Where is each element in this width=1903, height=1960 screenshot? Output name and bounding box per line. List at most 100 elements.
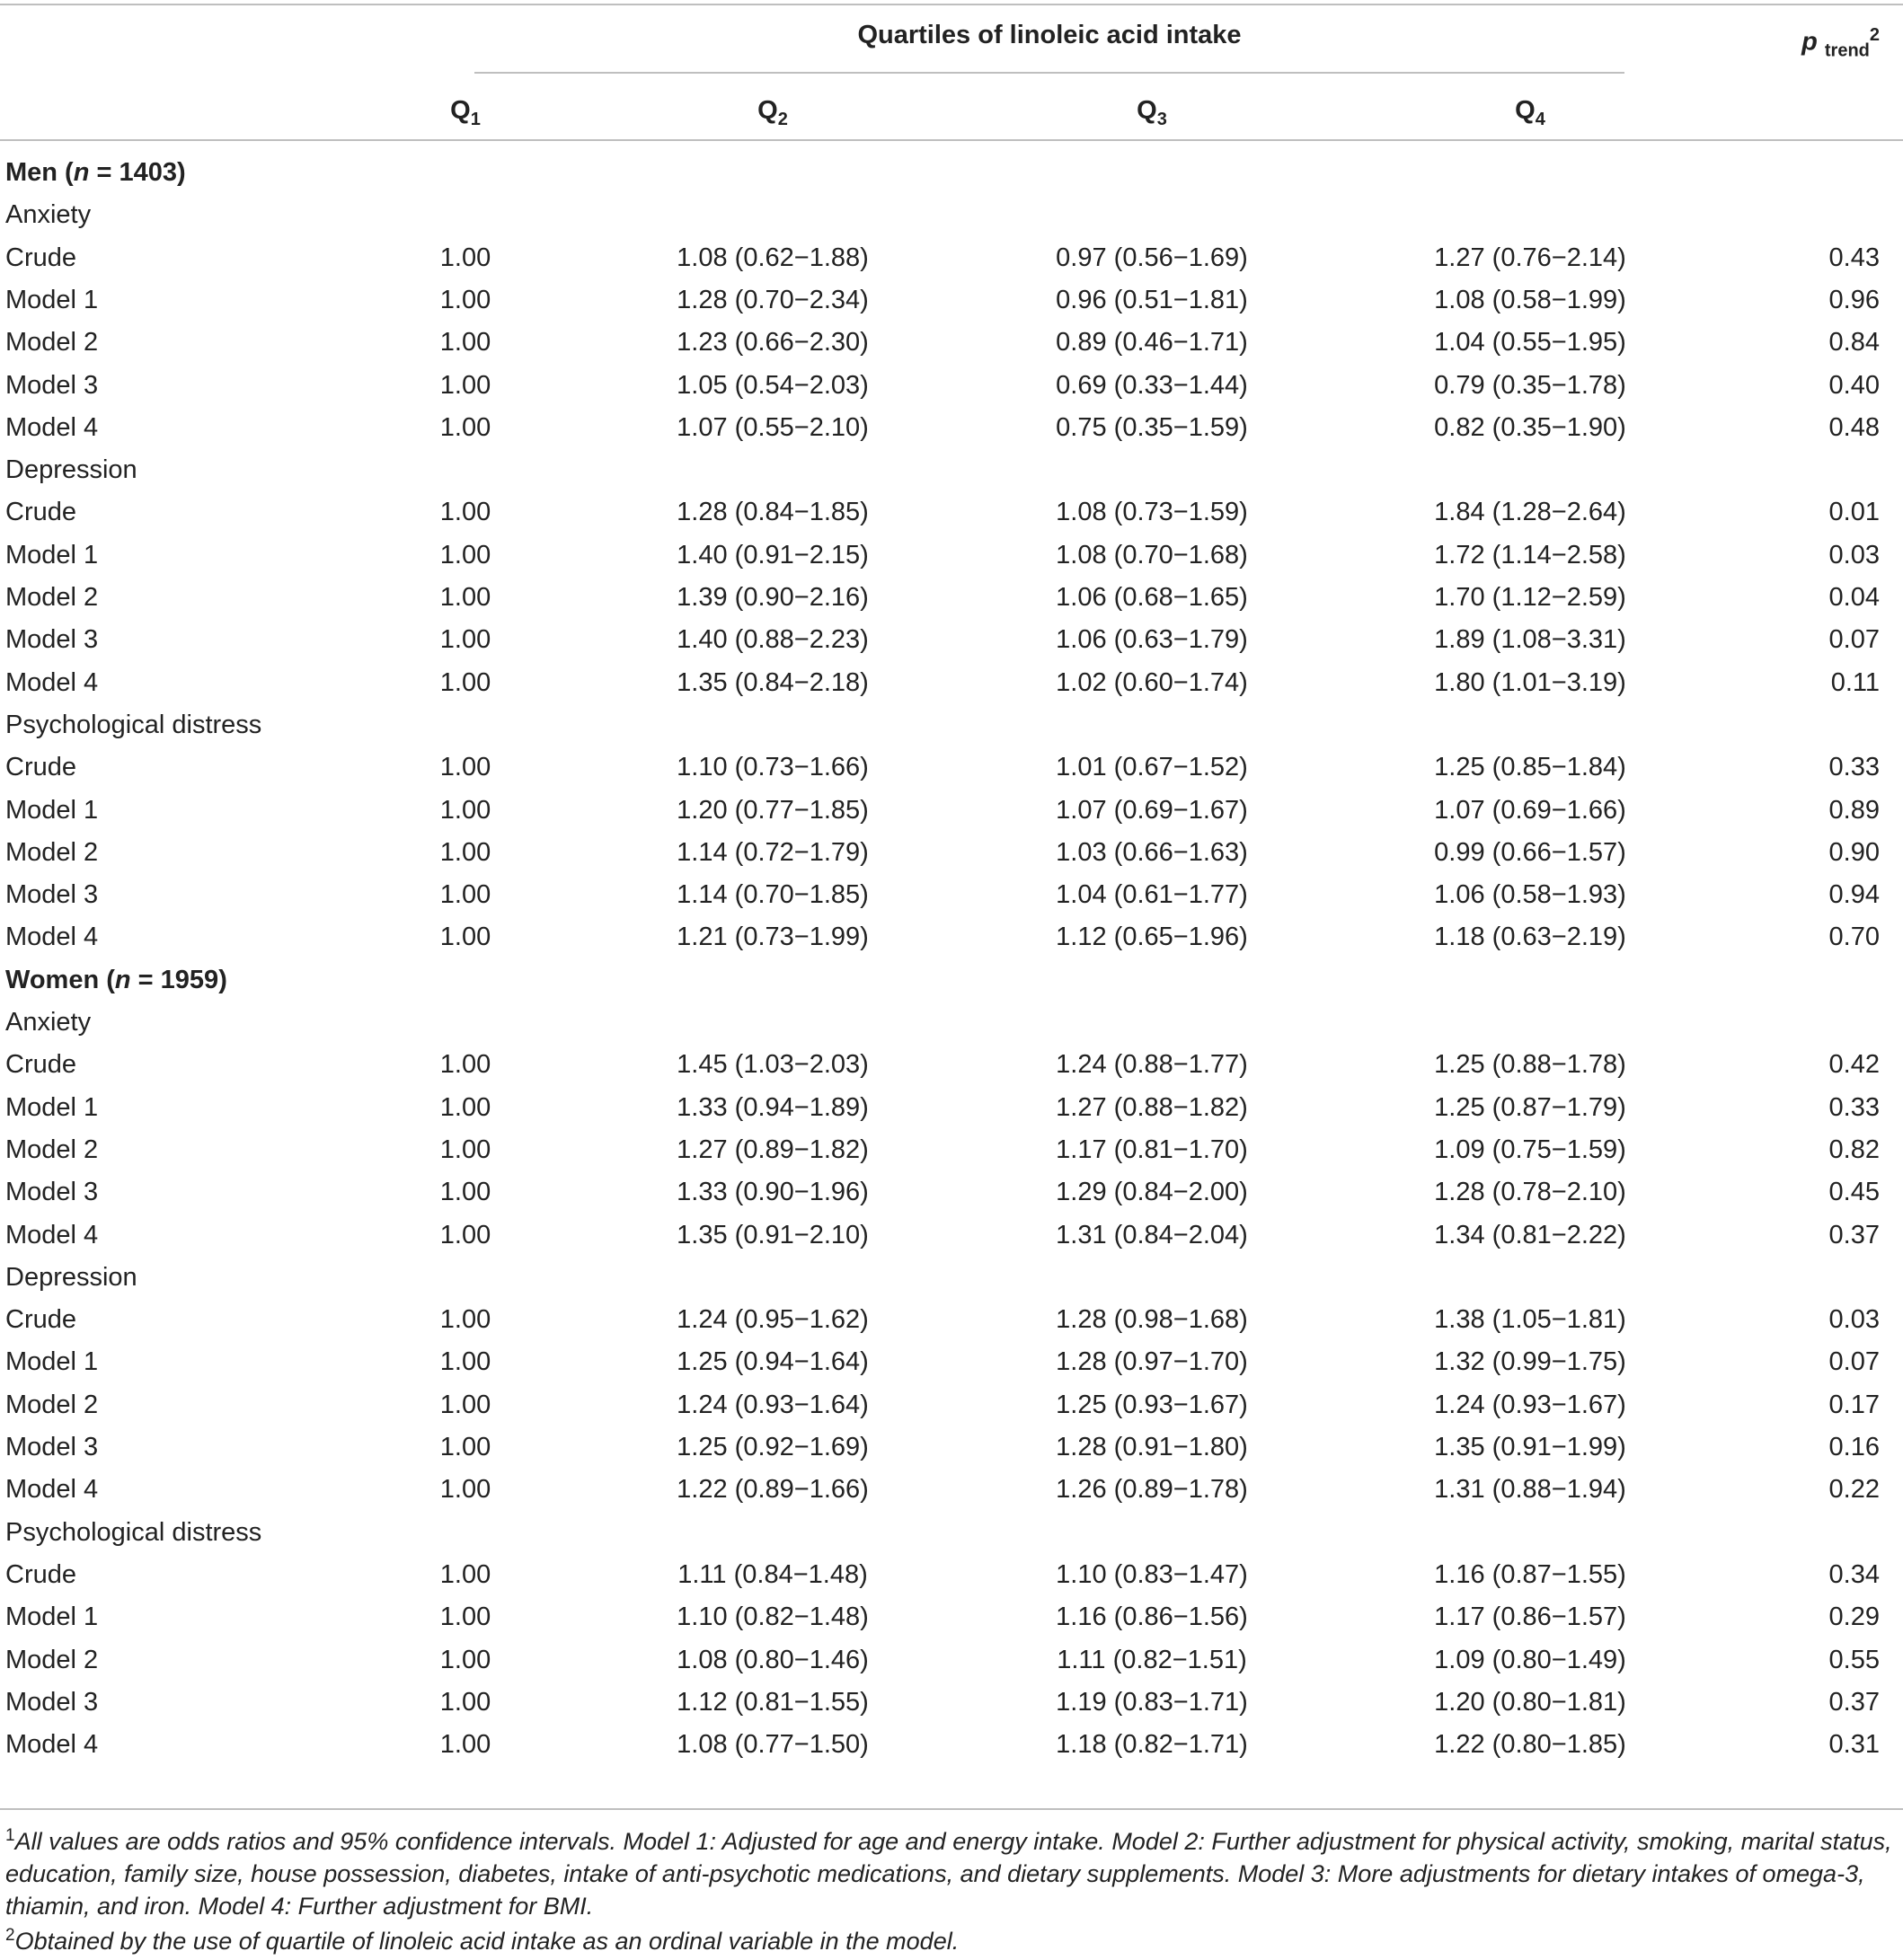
q4-value: 0.79 (0.35−1.78) [1434,371,1626,400]
section-title: Anxiety [5,1008,92,1037]
q2-value: 1.28 (0.84−1.85) [677,498,869,526]
header-rule [0,139,1903,141]
q3-value: 1.16 (0.86−1.56) [1056,1602,1248,1631]
q2-value: 1.33 (0.94−1.89) [677,1093,869,1122]
q3-value: 1.08 (0.73−1.59) [1056,498,1248,526]
p-trend-value: 0.16 [1828,1433,1880,1461]
q4-value: 1.84 (1.28−2.64) [1434,498,1626,526]
q4-value: 1.38 (1.05−1.81) [1434,1305,1626,1334]
q2-value: 1.25 (0.92−1.69) [677,1433,869,1461]
p-trend-value: 0.94 [1828,880,1880,909]
q3-value: 1.11 (0.82−1.51) [1057,1646,1247,1674]
q1-value: 1.00 [439,243,491,272]
row-label: Model 1 [5,541,99,569]
q2-value: 1.25 (0.94−1.64) [677,1347,869,1376]
q1-header: Q1 [450,96,481,129]
q4-value: 1.89 (1.08−3.31) [1434,625,1626,654]
footnote-1: 1All values are odds ratios and 95% conf… [5,1826,1892,1920]
q3-value: 1.31 (0.84−2.04) [1056,1221,1248,1249]
q2-value: 1.12 (0.81−1.55) [677,1688,869,1717]
q3-value: 1.06 (0.68−1.65) [1056,583,1248,612]
row-label: Model 1 [5,286,99,314]
q3-value: 1.17 (0.81−1.70) [1056,1135,1248,1164]
q3-value: 1.03 (0.66−1.63) [1056,838,1248,867]
section-title: Depression [5,1263,137,1292]
q4-value: 1.25 (0.88−1.78) [1434,1050,1626,1079]
p-trend-value: 0.11 [1830,668,1880,697]
q1-value: 1.00 [439,1433,491,1461]
q4-value: 1.06 (0.58−1.93) [1434,880,1626,909]
p-trend-header: p trend2 [1801,25,1880,61]
p-trend-value: 0.07 [1828,1347,1880,1376]
q3-value: 1.07 (0.69−1.67) [1056,796,1248,825]
q2-value: 1.21 (0.73−1.99) [677,923,869,951]
row-label: Model 4 [5,413,99,442]
q1-value: 1.00 [439,1560,491,1589]
q2-value: 1.35 (0.91−2.10) [677,1221,869,1249]
q3-value: 1.27 (0.88−1.82) [1056,1093,1248,1122]
row-label: Model 2 [5,1391,99,1419]
q2-value: 1.05 (0.54−2.03) [677,371,869,400]
q2-value: 1.28 (0.70−2.34) [677,286,869,314]
row-label: Model 3 [5,1178,99,1206]
row-label: Model 3 [5,625,99,654]
q1-value: 1.00 [439,541,491,569]
row-label: Model 3 [5,371,99,400]
row-label: Model 4 [5,1475,99,1504]
q1-value: 1.00 [439,583,491,612]
row-label: Model 4 [5,1221,99,1249]
p-trend-value: 0.96 [1828,286,1880,314]
p-trend-value: 0.84 [1828,328,1880,357]
q1-value: 1.00 [439,668,491,697]
row-label: Model 4 [5,1730,99,1759]
q1-value: 1.00 [439,1646,491,1674]
q1-value: 1.00 [439,796,491,825]
q2-value: 1.10 (0.82−1.48) [677,1602,869,1631]
p-trend-value: 0.03 [1828,541,1880,569]
q2-value: 1.45 (1.03−2.03) [677,1050,869,1079]
row-label: Model 2 [5,1135,99,1164]
q3-value: 1.06 (0.63−1.79) [1056,625,1248,654]
top-rule [0,4,1903,5]
q1-value: 1.00 [439,625,491,654]
row-label: Model 1 [5,1093,99,1122]
q4-value: 1.25 (0.87−1.79) [1434,1093,1626,1122]
p-trend-value: 0.04 [1828,583,1880,612]
q3-value: 1.26 (0.89−1.78) [1056,1475,1248,1504]
p-trend-value: 0.03 [1828,1305,1880,1334]
p-trend-value: 0.37 [1828,1688,1880,1717]
q1-value: 1.00 [439,1347,491,1376]
q4-value: 0.99 (0.66−1.57) [1434,838,1626,867]
q3-value: 1.29 (0.84−2.00) [1056,1178,1248,1206]
section-title: Anxiety [5,200,92,229]
q3-value: 0.69 (0.33−1.44) [1056,371,1248,400]
q4-value: 1.04 (0.55−1.95) [1434,328,1626,357]
q1-value: 1.00 [439,371,491,400]
p-trend-value: 0.33 [1828,1093,1880,1122]
q1-value: 1.00 [439,838,491,867]
q2-value: 1.20 (0.77−1.85) [677,796,869,825]
q1-value: 1.00 [439,1730,491,1759]
row-label: Crude [5,1560,76,1589]
p-trend-value: 0.07 [1828,625,1880,654]
row-label: Model 2 [5,1646,99,1674]
column-spanner: Quartiles of linoleic acid intake [857,21,1242,49]
q1-value: 1.00 [439,1305,491,1334]
q4-header: Q4 [1515,96,1545,129]
q2-value: 1.08 (0.80−1.46) [677,1646,869,1674]
q3-value: 1.04 (0.61−1.77) [1056,880,1248,909]
q3-value: 1.08 (0.70−1.68) [1056,541,1248,569]
q1-value: 1.00 [439,1178,491,1206]
q1-value: 1.00 [439,1093,491,1122]
p-trend-value: 0.40 [1828,371,1880,400]
row-label: Model 2 [5,583,99,612]
q4-value: 1.07 (0.69−1.66) [1434,796,1626,825]
q4-value: 1.27 (0.76−2.14) [1434,243,1626,272]
row-label: Crude [5,1050,76,1079]
q3-value: 1.24 (0.88−1.77) [1056,1050,1248,1079]
q4-value: 1.34 (0.81−2.22) [1434,1221,1626,1249]
q1-value: 1.00 [439,753,491,781]
group-label: Women (n = 1959) [5,966,227,994]
q4-value: 1.16 (0.87−1.55) [1434,1560,1626,1589]
